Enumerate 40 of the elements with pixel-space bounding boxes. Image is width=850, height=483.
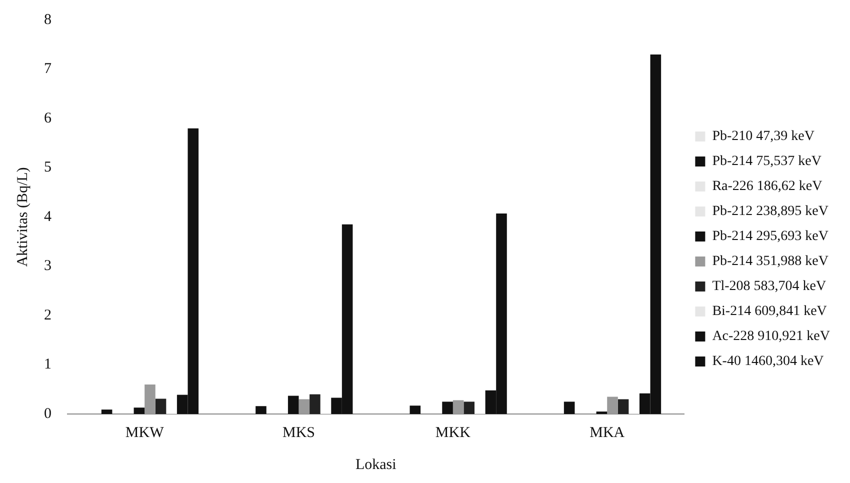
bar (298, 399, 310, 414)
legend-label: Pb-214 75,537 keV (712, 154, 822, 170)
y-tick-label: 1 (44, 356, 52, 373)
y-tick-label: 8 (44, 12, 52, 28)
bar (134, 408, 145, 414)
y-tick-label: 7 (44, 61, 52, 78)
bar (155, 398, 166, 414)
legend-label: Bi-214 609,841 keV (712, 304, 827, 320)
x-axis-title: Lokasi (355, 456, 396, 473)
y-tick-label: 2 (44, 307, 52, 324)
legend-label: Pb-212 238,895 keV (712, 204, 828, 220)
x-tick-label: MKK (435, 424, 471, 441)
legend-label: Tl-208 583,704 keV (712, 279, 826, 294)
bar (564, 402, 575, 414)
y-tick-label: 0 (44, 406, 52, 422)
bar (288, 396, 299, 414)
bar (256, 406, 266, 414)
y-axis-title: Aktivitas (Bq/L) (14, 167, 31, 267)
bar (310, 394, 320, 414)
y-tick-label: 4 (44, 208, 52, 225)
y-tick-label: 5 (44, 160, 52, 176)
x-tick-label: MKS (282, 424, 316, 441)
legend-label: Ac-228 910,921 keV (712, 329, 830, 344)
bar (101, 410, 112, 414)
bar (144, 384, 156, 414)
bar (618, 399, 629, 414)
legend-label: K-40 1460,304 keV (712, 354, 824, 370)
legend-label: Ra-226 186,62 keV (712, 179, 822, 194)
y-tick-label: 3 (44, 258, 52, 274)
legend-label: Pb-210 47,39 keV (712, 129, 814, 144)
y-tick-label: 6 (44, 110, 52, 126)
bar (464, 402, 475, 414)
bar (410, 406, 421, 414)
bar (442, 402, 453, 414)
legend-label: Pb-214 351,988 keV (712, 254, 828, 270)
bar (452, 400, 464, 414)
x-tick-label: MKA (590, 424, 625, 441)
legend-label: Pb-214 295,693 keV (712, 229, 828, 244)
bar (607, 396, 618, 414)
x-tick-label: MKW (125, 424, 165, 441)
